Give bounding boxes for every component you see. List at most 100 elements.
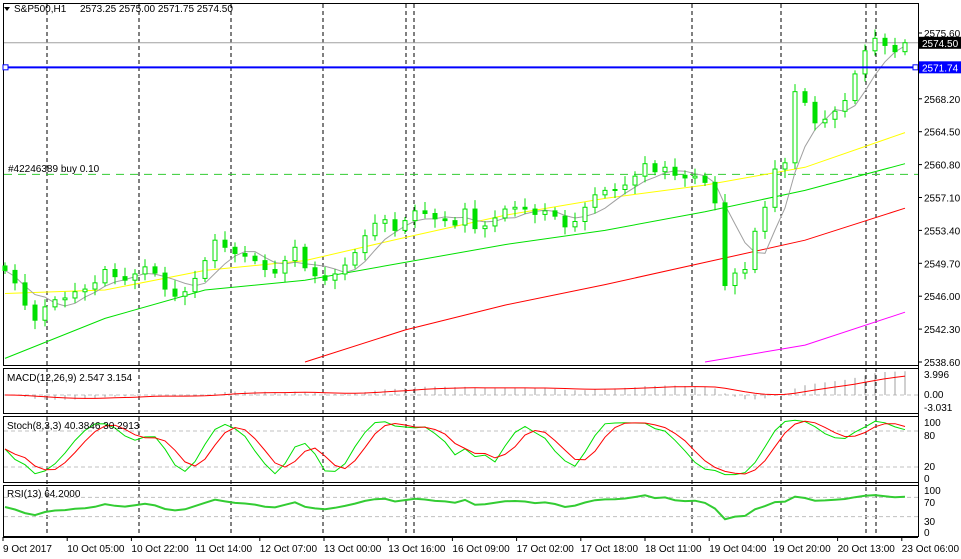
bear-candle xyxy=(682,174,688,179)
price-tick-label: 2560.80 xyxy=(924,161,961,172)
rsi-tick-label: 30 xyxy=(924,517,936,528)
time-tick-label: 18 Oct 11:00 xyxy=(645,544,702,555)
time-tick-label: 17 Oct 02:00 xyxy=(517,544,575,555)
ma-red-line xyxy=(304,207,906,363)
macd-signal-line xyxy=(4,375,906,399)
axes: 2575.60 2568.20 2564.50 2560.80 2557.10 2553.… xyxy=(2,4,961,555)
rsi-tick-label: 70 xyxy=(924,498,936,509)
period-separators xyxy=(46,4,877,536)
bull-candle xyxy=(622,184,628,190)
current-price-label: 2574.50 xyxy=(922,39,959,50)
bull-candle xyxy=(182,291,188,297)
price-plot xyxy=(2,29,919,363)
bull-candle xyxy=(502,208,508,219)
line-handle-left xyxy=(2,64,9,71)
bull-candle xyxy=(482,225,488,230)
price-tick-label: 2568.20 xyxy=(924,95,961,106)
time-tick-label: 13 Oct 16:00 xyxy=(388,544,446,555)
bull-candle xyxy=(762,206,768,232)
bull-candle xyxy=(142,266,148,275)
stoch-tick-label: 80 xyxy=(924,431,936,442)
bull-candle xyxy=(592,194,598,208)
bull-candle xyxy=(402,220,408,231)
bull-candle xyxy=(202,260,208,279)
bull-candle xyxy=(192,277,198,293)
bear-candle xyxy=(712,181,718,204)
bear-candle xyxy=(32,304,38,321)
bear-candle xyxy=(432,213,438,220)
bull-candle xyxy=(332,273,338,281)
bull-candle xyxy=(602,189,608,196)
bear-candle xyxy=(322,275,328,281)
bear-candle xyxy=(122,276,128,281)
bull-candle xyxy=(342,264,348,275)
time-tick-label: 13 Oct 00:00 xyxy=(324,544,382,555)
bull-candle xyxy=(772,168,778,208)
bull-candle xyxy=(382,219,388,224)
price-tick-label: 2564.50 xyxy=(924,128,961,139)
bear-candle xyxy=(112,269,118,278)
bear-candle xyxy=(242,253,248,257)
bull-candle xyxy=(52,299,58,308)
bull-candle xyxy=(282,260,288,274)
stoch-tick-label: 20 xyxy=(924,462,936,473)
macd-tick-label: 0.00 xyxy=(924,390,944,401)
stoch-label: Stoch(8,3,3) 40.3846 30.2913 xyxy=(7,421,140,432)
rsi-label: RSI(13) 64.2000 xyxy=(7,489,81,500)
bull-candle xyxy=(612,188,618,191)
bear-candle xyxy=(312,267,318,277)
time-tick-label: 19 Oct 20:00 xyxy=(773,544,831,555)
bear-candle xyxy=(392,219,398,231)
collapse-triangle-icon[interactable] xyxy=(4,7,10,11)
bull-candle xyxy=(92,282,98,290)
bull-candle xyxy=(742,269,748,274)
bull-candle xyxy=(572,221,578,228)
bull-candle xyxy=(82,288,88,293)
time-tick-label: 20 Oct 13:00 xyxy=(838,544,896,555)
time-tick-label: 10 Oct 22:00 xyxy=(131,544,189,555)
bear-candle xyxy=(552,210,558,217)
bear-candle xyxy=(222,239,228,248)
bull-candle xyxy=(642,163,648,177)
price-tick-label: 2557.10 xyxy=(924,194,961,205)
bull-candle xyxy=(862,50,868,75)
time-tick-label: 16 Oct 09:00 xyxy=(452,544,510,555)
price-tick-label: 2553.40 xyxy=(924,226,961,237)
bull-candle xyxy=(792,91,798,164)
bear-candle xyxy=(442,218,448,222)
bear-candle xyxy=(302,246,308,269)
bear-candle xyxy=(232,246,238,255)
stoch-signal-line xyxy=(4,420,906,475)
bull-candle xyxy=(692,175,698,179)
price-tick-label: 2575.60 xyxy=(924,29,961,40)
bear-candle xyxy=(882,37,888,46)
time-tick-label: 23 Oct 06:00 xyxy=(902,544,960,555)
bear-candle xyxy=(562,215,568,228)
symbol-label: S&P500,H1 xyxy=(14,4,67,15)
bull-candle xyxy=(102,269,108,284)
time-tick-label: 10 Oct 05:00 xyxy=(67,544,125,555)
bull-candle xyxy=(832,110,838,120)
bull-candle xyxy=(292,246,298,262)
time-tick-label: 19 Oct 04:00 xyxy=(709,544,767,555)
ma-magenta-line xyxy=(704,311,906,363)
bear-candle xyxy=(262,260,268,271)
ma-yellow-line xyxy=(4,132,906,294)
bull-candle xyxy=(462,208,468,226)
stoch-tick-label: 0 xyxy=(924,474,930,485)
hline-price-badge xyxy=(919,61,961,74)
bull-candle xyxy=(412,210,418,222)
bear-candle xyxy=(12,269,18,284)
order-label: #42246389 buy 0.10 xyxy=(8,164,100,175)
bull-candle xyxy=(872,37,878,52)
price-tick-label: 2538.60 xyxy=(924,358,961,369)
bear-candle xyxy=(672,166,678,176)
time-tick-label: 11 Oct 14:00 xyxy=(196,544,253,555)
bear-candle xyxy=(812,101,818,124)
bull-candle xyxy=(902,42,908,53)
macd-label: MACD(12,26,9) 2.547 3.154 xyxy=(7,373,133,384)
bear-candle xyxy=(272,269,278,274)
price-tick-label: 2549.70 xyxy=(924,259,961,270)
bear-candle xyxy=(172,288,178,297)
